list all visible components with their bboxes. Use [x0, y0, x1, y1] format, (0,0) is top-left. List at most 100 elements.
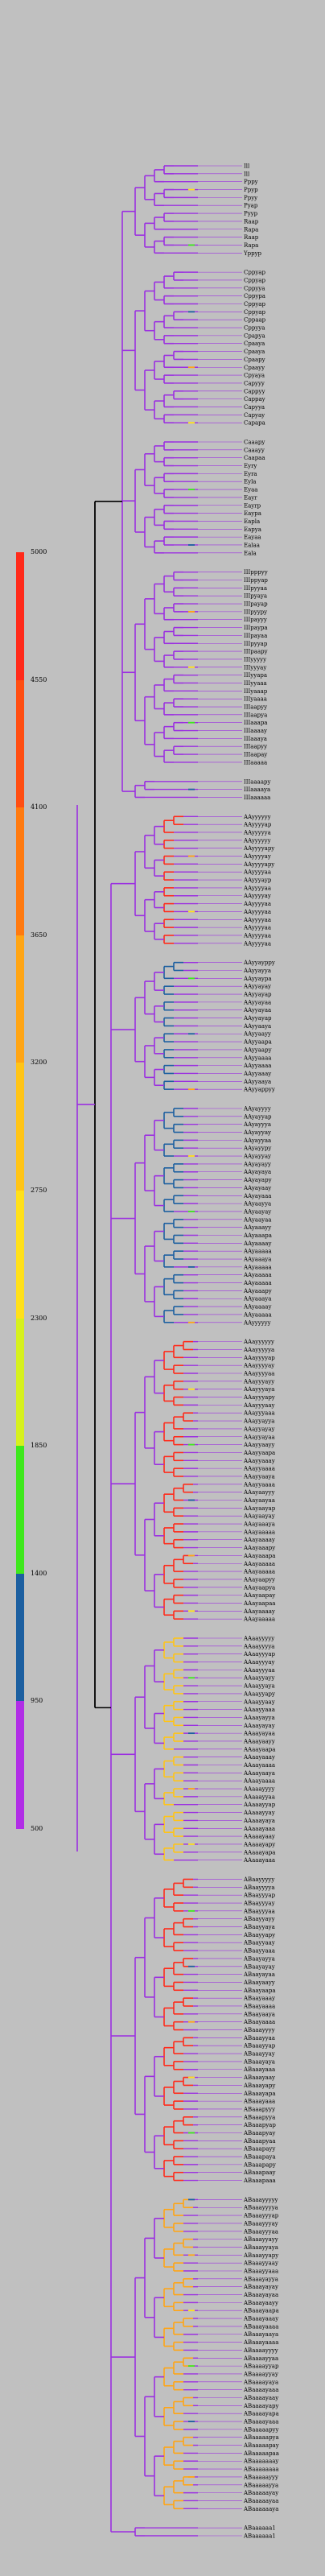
leaf-label: AAaaayyyy [243, 1786, 274, 1793]
leaf-label: IIIpppyy [244, 569, 268, 576]
leaf-label: IIIpyypy [244, 609, 267, 615]
leaf-label: AAaayayaa [243, 1731, 275, 1737]
leaf-label: AAyayyaa [243, 1137, 271, 1144]
leaf-label: AAaayaayy [243, 1738, 275, 1744]
leaf-label: Cppyya [244, 325, 265, 332]
leaf-label: AAayyyaaa [243, 1410, 275, 1417]
leaf-label: Cpaayy [244, 365, 265, 371]
leaf-label: ABaayyyyy [243, 1876, 274, 1883]
leaf-label: AAyyyyaa [243, 940, 271, 947]
leaf-label: AAyayyay [243, 1154, 271, 1160]
leaf-label: AAaayaaaa [243, 1762, 275, 1769]
leaf-label: AAaayyyya [243, 1643, 274, 1649]
leaf-label: AAayaaaaa [243, 1529, 275, 1535]
legend-color-segment [16, 1318, 24, 1447]
leaf-label: AAyyayaa [243, 1007, 271, 1013]
legend-color-segment [16, 679, 24, 808]
leaf-label: IIIaapyy [244, 704, 267, 711]
leaf-label: AAaayyaya [243, 1683, 275, 1690]
leaf-label: ABaaaaaa1 [243, 2533, 276, 2540]
leaf-label: AAyyayap [243, 1015, 272, 1022]
leaf-label: Eayaa [244, 535, 261, 541]
leaf-label: AAayaapaa [243, 1600, 275, 1607]
leaf-label: AAyayyap [243, 1113, 272, 1120]
legend-tick-label: 1400 [31, 1569, 47, 1577]
leaf-label: IIIyyyyy [244, 656, 266, 663]
leaf-label: Ill [244, 171, 250, 177]
leaf-label: AAyyayap [243, 992, 272, 998]
legend-tick-label: 2300 [31, 1314, 47, 1322]
leaf-label: AAayyyayy [243, 1378, 274, 1385]
leaf-label: AAaayyaay [243, 1699, 275, 1705]
leaf-label: AAyyayay [243, 984, 271, 990]
leaf-label: ABaaayaaya [243, 2331, 278, 2338]
leaf-label: AAayyyyay [243, 1363, 274, 1369]
legend-tick-label: 3650 [31, 931, 47, 939]
leaf-label: ABaayayya [243, 1955, 275, 1962]
leaf-label: ABaaaayaya [243, 2379, 278, 2385]
leaf-label: ABaaayayaa [243, 2292, 278, 2298]
leaf-label: AAyyyyaa [243, 885, 271, 891]
leaf-label: ABaaapyaa [243, 2138, 276, 2145]
leaf-label: ABaaaayaay [243, 2395, 278, 2401]
leaf-label: ABaayayaa [243, 1971, 275, 1978]
leaf-label: IIIaaaya [244, 736, 267, 742]
leaf-label: IIIyaaap [244, 688, 268, 695]
leaf-label: AAyayaya [243, 1169, 271, 1175]
leaf-label: AAaaayapy [243, 1841, 275, 1847]
leaf-label: AAyyayya [243, 968, 271, 974]
leaf-label: ABaaaayyay [243, 2371, 278, 2377]
leaf-label: ABaaayapy [243, 2083, 275, 2089]
leaf-label: Cappyy [244, 388, 265, 394]
leaf-label: AAyyaaya [243, 1079, 271, 1085]
leaf-label: AAayyayay [243, 1426, 274, 1432]
leaf-label: ABaaaaaa1 [243, 2525, 276, 2532]
leaf-label: Eala [244, 550, 257, 556]
leaf-label: AAyayypy [243, 1146, 271, 1152]
leaf-label: AAyayaay [243, 1185, 271, 1191]
leaf-label: AAyyaaya [243, 1023, 271, 1030]
leaf-label: AAaayaaay [243, 1754, 275, 1761]
leaf-label: IIIaaaaya [244, 786, 270, 793]
leaf-label: AAyaayay [243, 1208, 271, 1215]
leaf-label: AAaaayyap [243, 1802, 276, 1808]
leaf-label: ABaaaayaaa [243, 2419, 278, 2425]
leaf-label: ABaaayaaaa [243, 2339, 278, 2346]
leaf-label: ABaayyyay [243, 1901, 275, 1907]
leaf-label: ABaayyayy [243, 1916, 275, 1922]
leaf-label: AAyyyyapy [243, 861, 274, 868]
leaf-label: Capyya [244, 404, 265, 411]
leaf-label: AAyyaapa [243, 1039, 272, 1046]
leaf-label: AAayyaaaa [243, 1466, 275, 1472]
leaf-label: ABaayaaya [243, 2011, 275, 2017]
leaf-label: ABaaaaayaa [243, 2498, 278, 2504]
leaf-label: AAayyaapa [243, 1450, 275, 1456]
leaf-label: Ill [244, 163, 250, 170]
leaf-label: AAayaaaaa [243, 1616, 275, 1623]
leaf-label: ABaayyaay [243, 1940, 275, 1946]
leaf-label: Cpapya [244, 332, 265, 339]
leaf-label: ABaaayyapy [243, 2252, 278, 2259]
leaf-label: AAyyaaay [243, 1071, 271, 1077]
leaf-label: AAyaaapa [243, 1232, 272, 1239]
leaf-label: Cappay [244, 396, 265, 402]
leaf-label: AAayyyaya [243, 1386, 274, 1393]
leaf-label: IIIaapyy [244, 744, 267, 750]
leaf-label: IIIpayap [244, 601, 268, 608]
leaf-label: ABaaayyyya [243, 2205, 278, 2211]
leaf-label: Cpyaya [244, 373, 265, 379]
leaf-label: ABaaayaapa [243, 2308, 279, 2314]
leaf-label: ABaaayyap [243, 2043, 276, 2050]
leaf-label: AAaayyyyy [243, 1636, 274, 1642]
leaf-label: AAayyaaaa [243, 1481, 275, 1488]
leaf-label: ABaaayapa [243, 2091, 276, 2097]
leaf-label: ABaaayayya [243, 2276, 278, 2282]
leaf-label: AAaaayyay [243, 1810, 275, 1816]
leaf-label: ABaaayyay [243, 2051, 275, 2058]
leaf-label: AAyaaaay [243, 1241, 271, 1247]
legend-color-segment [16, 807, 24, 936]
leaf-label: AAayyyyyy [243, 1339, 274, 1345]
leaf-label: ABaaapapy [243, 2161, 276, 2168]
leaf-label: IIIaaaaaa [244, 795, 270, 801]
leaf-label: AAyyaapy [243, 1046, 272, 1053]
